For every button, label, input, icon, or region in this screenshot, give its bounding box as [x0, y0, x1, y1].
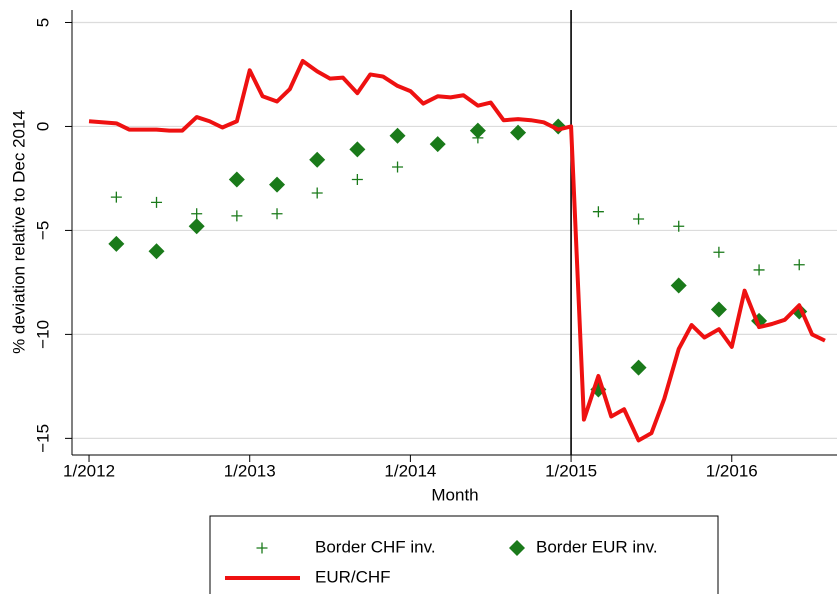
- y-tick-label: 5: [33, 18, 52, 27]
- diamond-marker: [510, 124, 527, 141]
- x-tick-label: 1/2016: [706, 461, 758, 480]
- plus-marker: [110, 191, 122, 203]
- plus-marker: [271, 208, 283, 220]
- y-tick-label: 0: [33, 122, 52, 131]
- diamond-marker: [670, 277, 687, 294]
- diamond-marker: [269, 176, 286, 193]
- legend-symbol: [509, 540, 525, 556]
- diamond-marker: [108, 235, 125, 252]
- diamond-marker: [630, 359, 647, 376]
- plus-marker: [191, 208, 203, 220]
- plus-marker: [592, 206, 604, 218]
- x-axis-label: Month: [431, 485, 478, 504]
- diamond-marker: [188, 218, 205, 235]
- x-tick-label: 1/2012: [63, 461, 115, 480]
- diamond-marker: [309, 151, 326, 168]
- x-tick-label: 1/2013: [224, 461, 276, 480]
- plus-marker: [793, 259, 805, 271]
- y-axis-label: % deviation relative to Dec 2014: [9, 110, 28, 354]
- diamond-marker: [389, 127, 406, 144]
- y-tick-label: −15: [33, 424, 52, 453]
- plus-marker: [351, 173, 363, 185]
- diamond-marker: [710, 301, 727, 318]
- plus-marker: [633, 213, 645, 225]
- line-series: [88, 58, 826, 443]
- diamond-marker: [429, 136, 446, 153]
- diamond-marker: [228, 171, 245, 188]
- y-tick-label: −10: [33, 320, 52, 349]
- diamond-marker: [349, 141, 366, 158]
- legend-label: EUR/CHF: [315, 567, 391, 586]
- legend-box: [209, 515, 719, 594]
- diamond-marker: [148, 243, 165, 260]
- plus-marker: [673, 220, 685, 232]
- x-tick-label: 1/2014: [384, 461, 436, 480]
- diamond-marker: [469, 122, 486, 139]
- plus-marker: [231, 210, 243, 222]
- plus-marker: [713, 246, 725, 258]
- legend-label: Border CHF inv.: [315, 537, 436, 556]
- plus-marker: [311, 187, 323, 199]
- legend-label: Border EUR inv.: [536, 537, 658, 556]
- y-tick-label: −5: [33, 221, 52, 240]
- x-tick-label: 1/2015: [545, 461, 597, 480]
- legend-symbol: [256, 542, 268, 554]
- plus-marker: [392, 161, 404, 173]
- plus-marker: [151, 196, 163, 208]
- plus-marker: [753, 264, 765, 276]
